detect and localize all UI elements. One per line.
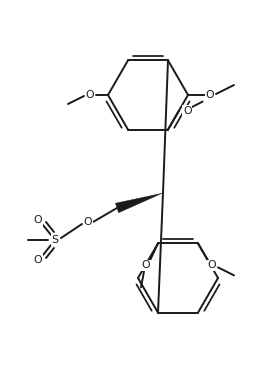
- Text: O: O: [183, 106, 192, 115]
- Text: O: O: [208, 261, 216, 270]
- Text: O: O: [206, 90, 214, 100]
- Text: O: O: [86, 90, 94, 100]
- Text: O: O: [142, 261, 150, 270]
- Polygon shape: [116, 193, 162, 213]
- Text: S: S: [51, 235, 59, 245]
- Text: O: O: [34, 255, 42, 265]
- Text: O: O: [34, 215, 42, 225]
- Text: O: O: [84, 217, 92, 227]
